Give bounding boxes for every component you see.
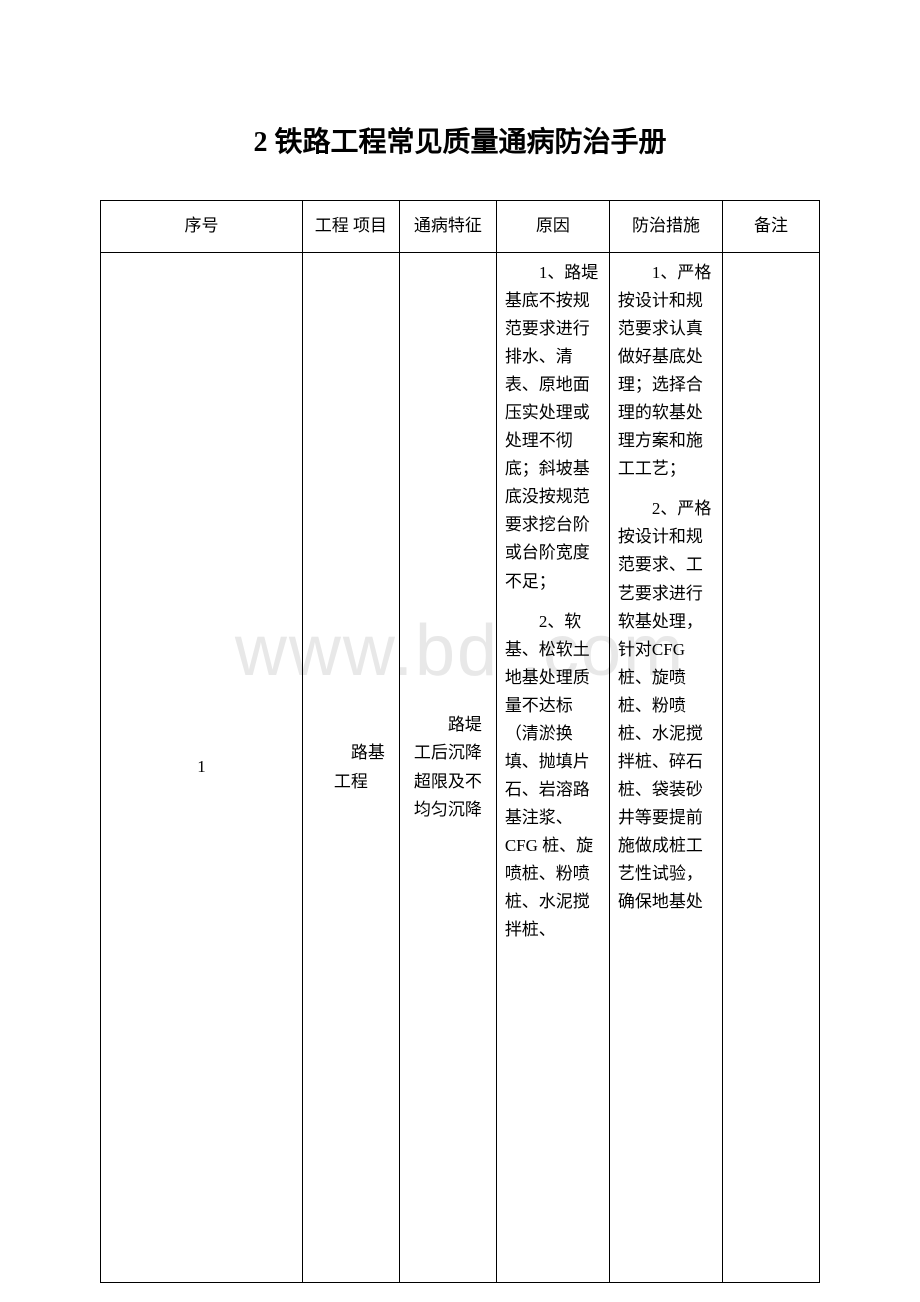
col-header-feat: 通病特征 — [399, 201, 496, 253]
col-header-cause: 原因 — [496, 201, 609, 253]
table-row: 1 路基工程 路堤工后沉降超限及不均匀沉降 1、路堤基底不按规范要求进行排水、清… — [101, 253, 820, 1283]
cell-proj: 路基工程 — [302, 253, 399, 1283]
col-header-measure: 防治措施 — [609, 201, 722, 253]
cell-cause: 1、路堤基底不按规范要求进行排水、清表、原地面压实处理或处理不彻底；斜坡基底没按… — [496, 253, 609, 1283]
col-header-note: 备注 — [723, 201, 820, 253]
cell-measure: 1、严格按设计和规范要求认真做好基底处理；选择合理的软基处理方案和施工工艺； 2… — [609, 253, 722, 1283]
cell-note — [723, 253, 820, 1283]
cell-measure-p1: 1、严格按设计和规范要求认真做好基底处理；选择合理的软基处理方案和施工工艺； — [618, 259, 714, 483]
cell-feat-text: 路堤工后沉降超限及不均匀沉降 — [408, 711, 488, 823]
table-header-row: 序号 工程 项目 通病特征 原因 防治措施 备注 — [101, 201, 820, 253]
cell-feat: 路堤工后沉降超限及不均匀沉降 — [399, 253, 496, 1283]
cell-measure-p2: 2、严格按设计和规范要求、工艺要求进行软基处理，针对CFG 桩、旋喷桩、粉喷桩、… — [618, 495, 714, 916]
cell-cause-p2: 2、软基、松软土地基处理质量不达标（清淤换填、抛填片石、岩溶路基注浆、CFG 桩… — [505, 608, 601, 945]
cell-seq: 1 — [101, 253, 303, 1283]
cell-cause-p1: 1、路堤基底不按规范要求进行排水、清表、原地面压实处理或处理不彻底；斜坡基底没按… — [505, 259, 601, 596]
cell-proj-text: 路基工程 — [311, 739, 391, 795]
defects-table: 序号 工程 项目 通病特征 原因 防治措施 备注 1 路基工程 路堤工后沉降超限… — [100, 200, 820, 1283]
col-header-seq: 序号 — [101, 201, 303, 253]
col-header-proj: 工程 项目 — [302, 201, 399, 253]
page-title: 2 铁路工程常见质量通病防治手册 — [100, 120, 820, 160]
